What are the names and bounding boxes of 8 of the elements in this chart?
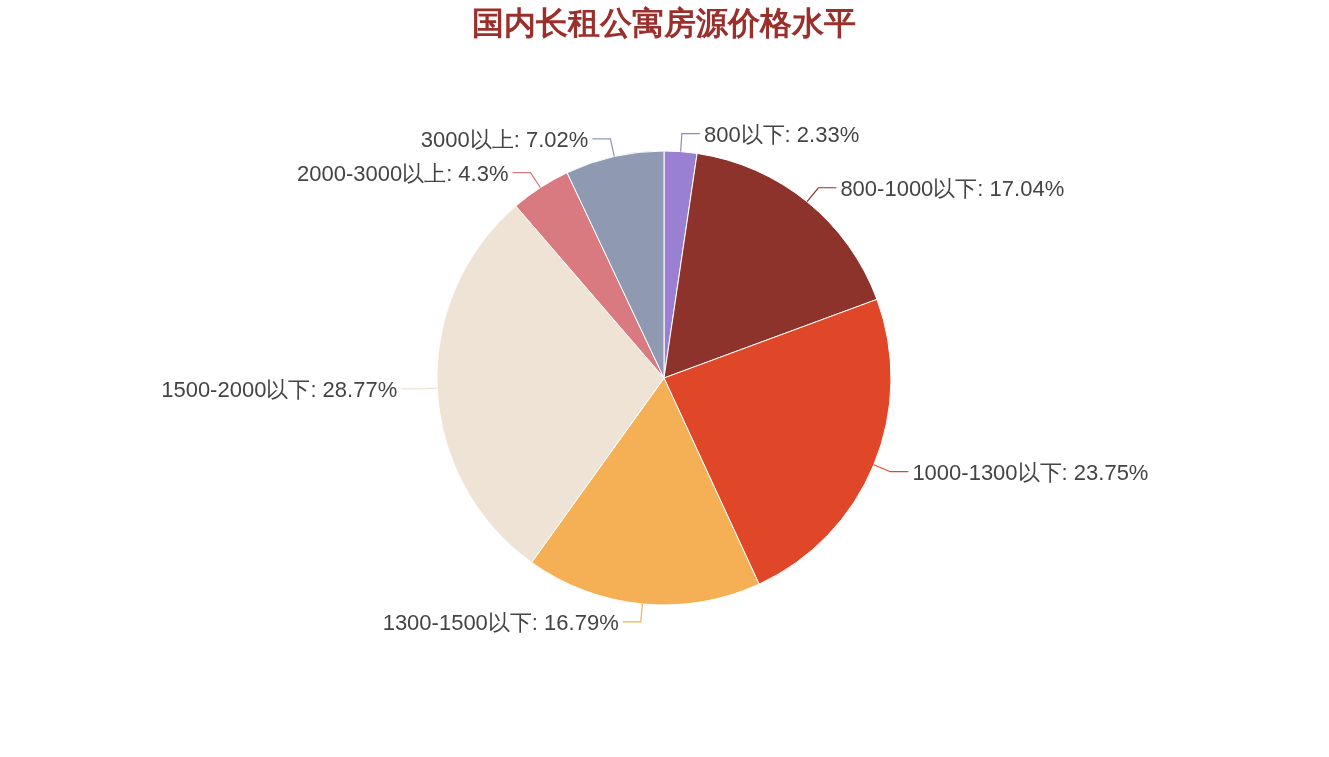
slice-label: 2000-3000以上: 4.3% bbox=[296, 160, 509, 186]
slice-label: 800以下: 2.33% bbox=[703, 121, 860, 147]
chart-title: 国内长租公寓房源价格水平 bbox=[472, 5, 856, 41]
slice-label: 1300-1500以下: 16.79% bbox=[382, 609, 619, 635]
slice-label: 1500-2000以下: 28.77% bbox=[161, 376, 398, 402]
slice-label: 3000以上: 7.02% bbox=[420, 126, 589, 152]
slice-label: 800-1000以下: 17.04% bbox=[840, 175, 1065, 201]
slice-label: 1000-1300以下: 23.75% bbox=[912, 459, 1149, 485]
